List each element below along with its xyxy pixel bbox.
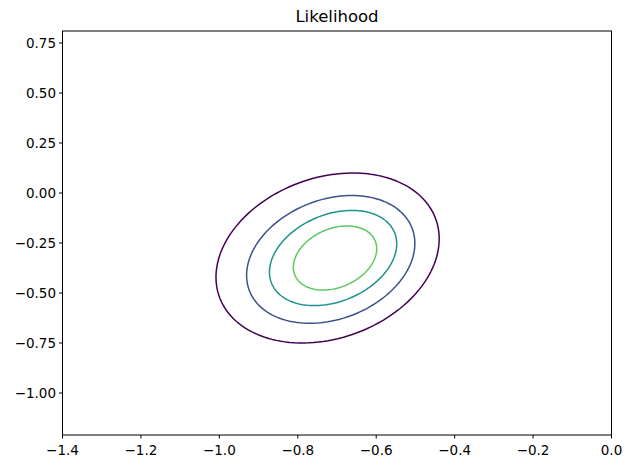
x-tick-label: −1.2 bbox=[125, 442, 158, 458]
y-tick-label: 0.75 bbox=[26, 35, 56, 51]
x-tick-label: −0.2 bbox=[517, 442, 550, 458]
y-tick-label: −0.50 bbox=[15, 285, 56, 301]
matplotlib-figure: Likelihood −1.4−1.2−1.0−0.8−0.6−0.4−0.20… bbox=[0, 0, 630, 470]
x-tick-label: −0.8 bbox=[281, 442, 314, 458]
contour-line-level-3 bbox=[269, 210, 396, 305]
x-tick-label: −0.4 bbox=[438, 442, 471, 458]
y-tick-label: 0.50 bbox=[26, 85, 56, 101]
y-tick-label: −0.25 bbox=[15, 235, 56, 251]
x-tick-label: −0.6 bbox=[360, 442, 393, 458]
x-tick-label: −1.4 bbox=[46, 442, 79, 458]
x-tick-label: −1.0 bbox=[203, 442, 236, 458]
tick-marks-group bbox=[59, 43, 612, 439]
axes-border bbox=[63, 31, 612, 435]
plot-area bbox=[0, 0, 630, 470]
y-tick-label: 0.25 bbox=[26, 135, 56, 151]
contour-group bbox=[216, 173, 439, 343]
y-tick-label: −1.00 bbox=[15, 385, 56, 401]
y-tick-label: 0.00 bbox=[26, 185, 56, 201]
contour-line-level-4-inner bbox=[293, 226, 376, 290]
y-tick-label: −0.75 bbox=[15, 335, 56, 351]
x-tick-label: 0.0 bbox=[601, 442, 622, 458]
